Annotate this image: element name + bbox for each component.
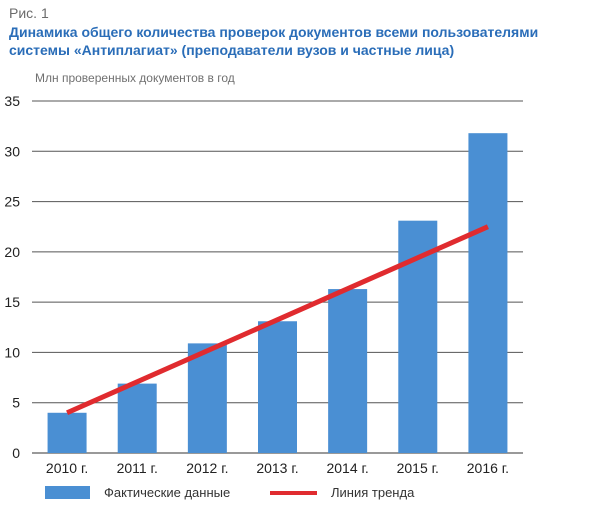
legend: Фактические данные Линия тренда [0, 485, 600, 505]
x-tick-label: 2015 г. [397, 460, 439, 476]
x-tick-label: 2016 г. [467, 460, 509, 476]
y-tick-labels: 0 5 10 15 20 25 30 35 [4, 93, 20, 461]
bar-2 [187, 343, 227, 453]
y-tick-label: 15 [4, 294, 20, 310]
y-tick-label: 25 [4, 194, 20, 210]
y-tick-label: 20 [4, 244, 20, 260]
bar-3 [258, 321, 297, 453]
x-tick-label: 2013 г. [256, 460, 298, 476]
legend-swatch-bar [45, 486, 90, 499]
y-tick-label: 0 [12, 445, 20, 461]
trend-line [66, 224, 489, 416]
y-tick-label: 30 [4, 143, 20, 159]
x-tick-label: 2011 г. [117, 460, 158, 476]
bars [47, 133, 508, 453]
bar-0 [47, 412, 87, 453]
x-tick-label: 2014 г. [326, 460, 368, 476]
chart-title-line-2: системы «Антиплагиат» (преподаватели вуз… [9, 42, 455, 58]
gridlines [32, 100, 523, 454]
legend-swatch-line [270, 490, 317, 495]
bar-1 [117, 383, 157, 453]
y-axis-label: Млн проверенных документов в год [35, 71, 235, 85]
y-tick-label: 35 [4, 93, 20, 109]
chart-title-line-1: Динамика общего количества проверок доку… [9, 24, 539, 40]
x-tick-label: 2012 г. [186, 460, 228, 476]
figure-label: Рис. 1 [9, 5, 49, 21]
legend-label-trend: Линия тренда [331, 485, 415, 500]
legend-item-trend: Линия тренда [270, 485, 414, 500]
x-tick-labels: 2010 г. 2011 г. 2012 г. 2013 г. 2014 г. 2015 … [46, 460, 509, 476]
bar-6 [468, 133, 508, 453]
chart-title: Динамика общего количества проверок доку… [9, 23, 599, 59]
legend-label-actual: Фактические данные [104, 485, 231, 500]
trend-line-segment [66, 224, 489, 416]
legend-item-actual: Фактические данные [45, 485, 230, 500]
bar-chart: 0 5 10 15 20 25 30 35 2010 г. 2011 г. 2012 г. 2013… [4, 93, 523, 476]
x-tick-label: 2010 г. [46, 460, 88, 476]
y-tick-label: 5 [12, 395, 20, 411]
y-tick-label: 10 [4, 344, 20, 360]
bar-4 [328, 289, 368, 453]
